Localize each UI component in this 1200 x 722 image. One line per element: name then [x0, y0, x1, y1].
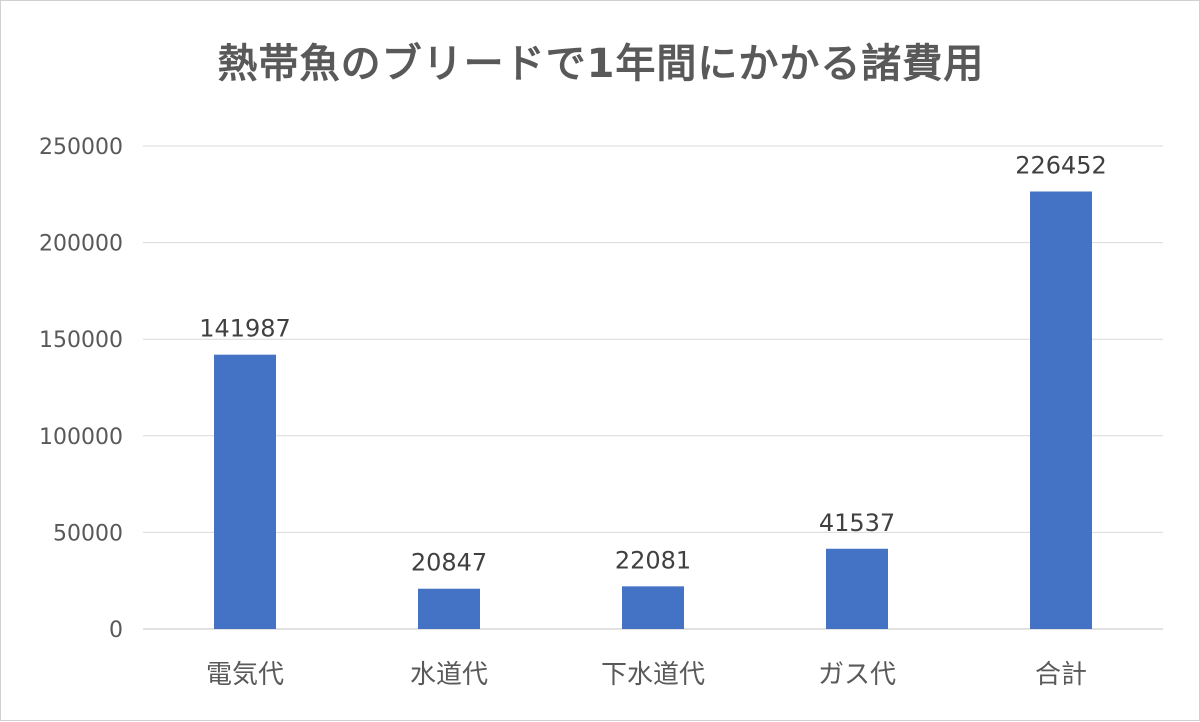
data-labels: 141987 20847 22081 41537 226452	[199, 151, 1107, 576]
chart-title: 熱帯魚のブリードで1年間にかかる諸費用	[217, 41, 985, 87]
y-tick-label: 50000	[53, 521, 123, 546]
y-tick-label: 250000	[39, 135, 123, 160]
data-label: 20847	[411, 549, 487, 577]
y-tick-label: 100000	[39, 425, 123, 450]
bar	[418, 588, 480, 629]
x-category-label: 水道代	[410, 660, 488, 690]
x-category-label: 電気代	[206, 660, 284, 690]
bars	[214, 191, 1092, 629]
bar	[826, 548, 888, 629]
bar	[1030, 191, 1092, 629]
y-axis-ticks: 0 50000 100000 150000 200000 250000	[39, 135, 123, 643]
bar	[214, 354, 276, 629]
data-label: 41537	[819, 509, 895, 537]
data-label: 22081	[615, 546, 691, 574]
y-tick-label: 0	[109, 618, 123, 643]
data-label: 226452	[1015, 151, 1107, 179]
x-axis-categories: 電気代 水道代 下水道代 ガス代 合計	[206, 660, 1087, 690]
y-tick-label: 150000	[39, 328, 123, 353]
x-category-label: ガス代	[818, 660, 896, 690]
x-category-label: 下水道代	[601, 660, 705, 690]
y-tick-label: 200000	[39, 232, 123, 257]
bar	[622, 586, 684, 629]
gridlines	[143, 145, 1163, 630]
data-label: 141987	[199, 315, 291, 343]
x-category-label: 合計	[1035, 660, 1087, 690]
